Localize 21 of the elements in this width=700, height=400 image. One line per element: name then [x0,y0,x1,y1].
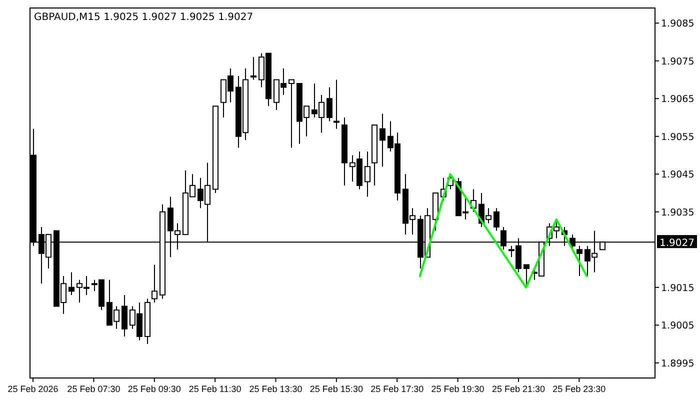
x-tick-label: 25 Feb 17:30 [370,384,424,394]
y-tick-label: 1.9055 [661,132,694,143]
x-tick-label: 25 Feb 2026 [8,384,58,394]
ref-line-label: 1.9027 [660,238,694,250]
x-tick-label: 25 Feb 15:30 [310,384,363,394]
y-tick-label: 1.9045 [661,170,694,181]
x-tick-label: 25 Feb 19:30 [431,384,484,394]
x-tick-label: 25 Feb 23:30 [552,384,606,394]
x-tick-label: 25 Feb 09:30 [128,384,181,394]
y-tick-label: 1.9005 [661,320,694,332]
y-tick-label: 1.9065 [661,94,694,106]
y-tick-label: 1.9015 [661,282,694,294]
y-tick-label: 1.9085 [661,18,694,30]
chart-title: GBPAUD,M15 1.9025 1.9027 1.9025 1.9027 [34,12,254,23]
y-tick-label: 1.8995 [661,358,694,370]
x-tick-label: 25 Feb 11:30 [188,384,242,394]
y-tick-label: 1.9075 [661,56,694,68]
x-tick-label: 25 Feb 13:30 [249,384,302,394]
y-tick-label: 1.9035 [661,207,694,218]
x-tick-label: 25 Feb 21:30 [492,384,545,394]
x-tick-label: 25 Feb 07:30 [67,384,120,394]
